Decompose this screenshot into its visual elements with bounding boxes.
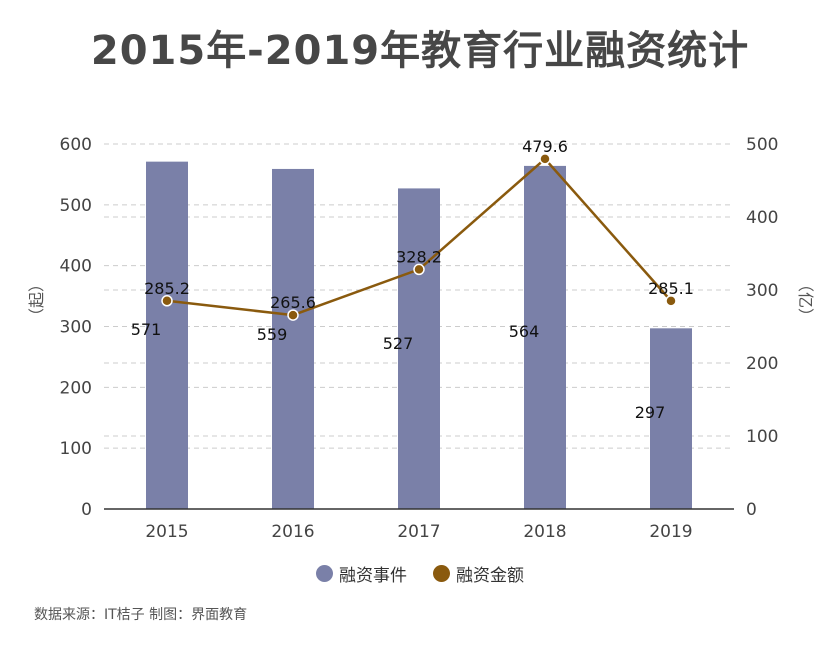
right-axis-tick-label: 100 [746,427,778,447]
source-note: 数据来源：IT桔子 制图：界面教育 [34,607,248,623]
legend-item-amount: 融资金额 [433,561,524,586]
left-axis-tick-label: 400 [60,257,92,277]
bar-value-label: 571 [131,320,162,339]
legend-marker-events [316,565,333,582]
chart-title: 2015年-2019年教育行业融资统计 [90,28,750,74]
bar [146,161,188,509]
line-value-label: 479.6 [522,137,568,156]
bar [650,328,692,509]
line-value-label: 285.2 [144,279,190,298]
right-axis-tick-label: 500 [746,135,778,155]
chart: 0 100 200 300 400 500 600 0 100 200 300 400 500 （起） （亿… [27,135,815,542]
left-axis-tick-label: 100 [60,439,92,459]
line-point [287,309,299,321]
legend-label-events: 融资事件 [339,566,407,586]
legend-label-amount: 融资金额 [456,566,524,586]
bar [272,168,314,510]
x-axis-tick-label: 2017 [397,522,440,542]
right-axis-tick-label: 200 [746,354,778,374]
x-axis-tick-label: 2018 [523,522,566,542]
line-point [665,295,677,307]
left-axis-tick-label: 200 [60,378,92,398]
legend-item-events: 融资事件 [316,561,407,586]
line-value-label: 328.2 [396,247,442,266]
bar [398,188,440,510]
x-axis-tick-label: 2019 [649,522,692,542]
legend-marker-amount [433,565,450,582]
bar-value-label: 559 [257,325,288,344]
line-point [413,263,425,276]
left-axis-tick-label: 600 [60,135,92,155]
bar-value-label: 527 [383,334,414,353]
right-axis-tick-label: 400 [746,208,778,228]
right-axis-tick-label: 0 [746,500,757,520]
right-axis-title: （亿） [796,276,815,324]
left-axis-tick-label: 300 [60,318,92,338]
line-value-label: 265.6 [270,293,316,312]
left-axis-tick-label: 500 [60,196,92,216]
line-value-label: 285.1 [648,279,694,298]
line-point [539,153,551,165]
right-axis-tick-label: 300 [746,281,778,301]
legend: 融资事件 融资金额 [0,561,840,586]
x-axis-tick-label: 2016 [271,522,314,542]
bar-value-label: 564 [509,322,540,341]
bar-value-label: 297 [635,403,666,422]
left-axis-tick-label: 0 [81,500,92,520]
x-axis-tick-label: 2015 [145,522,188,542]
left-axis-title: （起） [27,276,46,324]
bar [524,165,566,509]
line-point [161,295,173,307]
